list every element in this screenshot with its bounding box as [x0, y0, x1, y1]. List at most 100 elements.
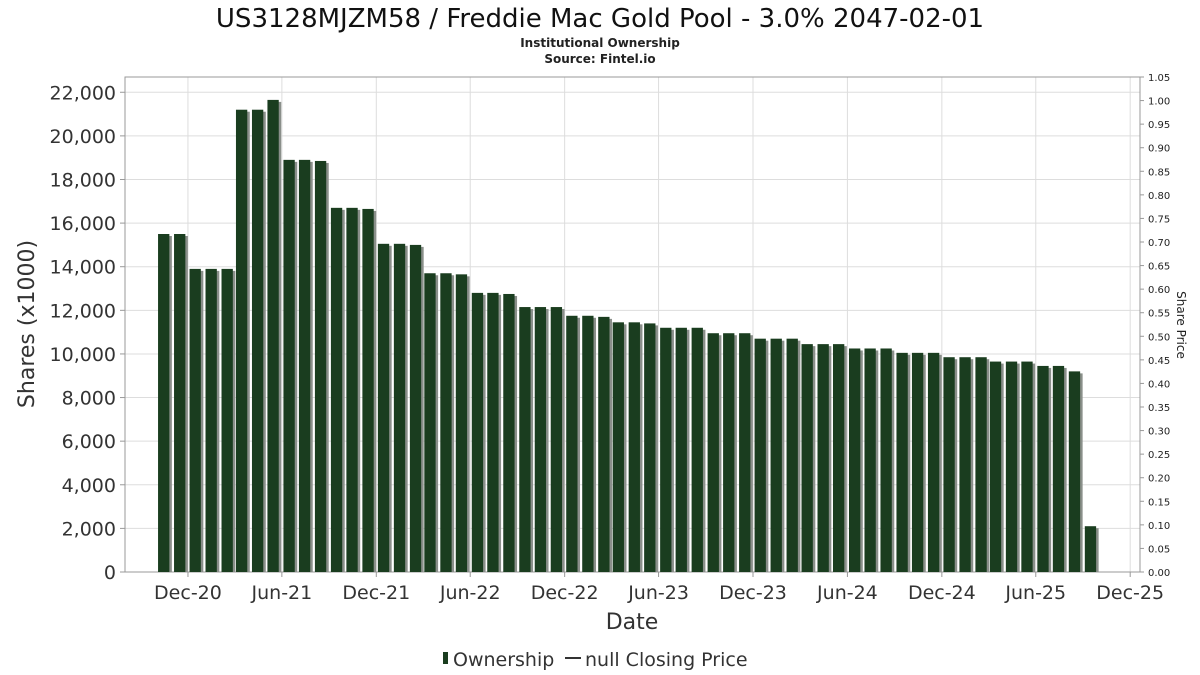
bar	[519, 307, 531, 572]
bar	[927, 352, 940, 572]
bar	[221, 268, 233, 572]
bar	[298, 159, 311, 572]
bar	[346, 207, 358, 572]
y-tick-label: 4,000	[62, 475, 116, 497]
bar	[848, 348, 861, 572]
bar	[534, 307, 547, 572]
bar	[612, 322, 624, 572]
bar	[660, 327, 672, 572]
x-tick-label: Dec-20	[154, 582, 222, 604]
y2-tick-label: 0.30	[1148, 427, 1170, 438]
bar	[911, 352, 924, 572]
x-axis-label: Date	[606, 610, 659, 635]
bar	[975, 357, 987, 572]
chart-source: Source: Fintel.io	[544, 52, 655, 66]
bar	[424, 273, 436, 572]
x-axis-ticks: Dec-20 Jun-21 Dec-21 Jun-22 Dec-22 Jun-23 Dec-…	[154, 572, 1164, 604]
bar	[896, 352, 908, 572]
x-tick-label: Dec-23	[719, 582, 787, 604]
y-tick-label: 22,000	[50, 82, 116, 104]
y2-axis-label: Share Price	[1174, 291, 1188, 359]
bar	[644, 323, 656, 572]
bar	[362, 208, 374, 572]
bar	[770, 338, 782, 572]
y2-tick-label: 0.05	[1148, 544, 1170, 555]
y2-axis-ticks: 0.00 0.05 0.10 0.15 0.20 0.25 0.30 0.35 0.40 0.45…	[1140, 73, 1170, 579]
y2-tick-label: 0.90	[1148, 144, 1170, 155]
x-tick-label: Dec-24	[908, 582, 976, 604]
bar	[455, 274, 468, 572]
legend-ownership-swatch	[443, 652, 448, 664]
y-tick-label: 0	[104, 562, 116, 584]
legend-ownership-label: Ownership	[453, 649, 554, 671]
bar	[675, 327, 687, 572]
y2-tick-label: 0.80	[1148, 191, 1170, 202]
bar	[1068, 371, 1081, 572]
y2-tick-label: 0.60	[1148, 285, 1170, 296]
bar	[817, 344, 829, 572]
y2-tick-label: 0.55	[1148, 309, 1170, 320]
bar	[487, 292, 499, 572]
y-tick-label: 12,000	[50, 300, 116, 322]
bar	[267, 99, 279, 572]
x-tick-label: Dec-22	[531, 582, 599, 604]
bar	[283, 159, 295, 572]
legend-price-label: null Closing Price	[585, 649, 748, 671]
bar	[566, 315, 578, 572]
bar	[628, 322, 640, 572]
y-tick-label: 16,000	[50, 213, 116, 235]
y2-tick-label: 0.70	[1148, 238, 1170, 249]
y2-tick-label: 0.85	[1148, 167, 1170, 178]
bar	[723, 333, 735, 572]
y2-tick-label: 0.25	[1148, 450, 1170, 461]
x-tick-label: Jun-25	[1004, 582, 1066, 604]
y2-tick-label: 0.45	[1148, 356, 1170, 367]
y-tick-label: 6,000	[62, 431, 116, 453]
bar	[959, 357, 971, 572]
bar	[582, 315, 594, 572]
bar	[440, 273, 452, 572]
bar	[330, 207, 343, 572]
bar	[550, 307, 563, 572]
x-tick-label: Jun-21	[251, 582, 313, 604]
bar	[786, 338, 798, 572]
y2-tick-label: 0.10	[1148, 521, 1170, 532]
bar	[880, 348, 892, 572]
y2-tick-label: 0.00	[1148, 568, 1170, 579]
bar	[1052, 365, 1065, 572]
bar	[739, 333, 751, 572]
bar	[943, 357, 955, 572]
bar	[864, 348, 876, 572]
y-tick-label: 18,000	[50, 169, 116, 191]
y-axis-label: Shares (x1000)	[15, 240, 40, 408]
bar	[314, 160, 327, 573]
bar	[754, 338, 766, 572]
x-tick-label: Jun-24	[816, 582, 878, 604]
y-tick-label: 14,000	[50, 257, 116, 279]
y-tick-label: 20,000	[50, 126, 116, 148]
bar	[1037, 365, 1049, 572]
legend: Ownership null Closing Price	[443, 649, 748, 671]
bar	[989, 361, 1002, 572]
bar	[235, 109, 248, 572]
x-tick-label: Dec-25	[1096, 582, 1164, 604]
bar	[598, 316, 610, 572]
y-axis-ticks: 0 2,000 4,000 6,000 8,000 10,000 12,000 14,000 1…	[50, 82, 125, 584]
bar	[471, 292, 484, 572]
bar	[409, 244, 422, 573]
y2-tick-label: 0.65	[1148, 262, 1170, 273]
y2-tick-label: 0.40	[1148, 379, 1170, 390]
y2-tick-label: 0.75	[1148, 214, 1170, 225]
x-tick-label: Jun-23	[627, 582, 689, 604]
y-tick-label: 10,000	[50, 344, 116, 366]
bar	[1084, 526, 1097, 572]
x-tick-label: Dec-21	[342, 582, 410, 604]
y2-tick-label: 0.35	[1148, 403, 1170, 414]
bar	[251, 109, 264, 572]
bars	[158, 99, 1099, 573]
y-tick-label: 2,000	[62, 518, 116, 540]
bar	[189, 268, 201, 572]
bar	[503, 293, 515, 572]
bar	[1005, 361, 1018, 572]
